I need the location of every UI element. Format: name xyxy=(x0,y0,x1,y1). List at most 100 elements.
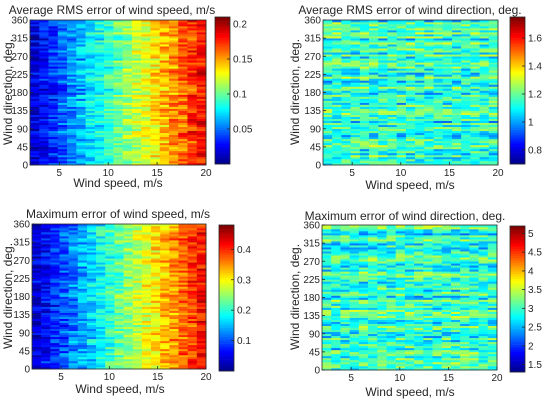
heatmap-cell xyxy=(178,286,188,289)
heatmap-cell xyxy=(114,312,124,315)
heatmap-cell xyxy=(141,46,151,49)
heatmap-cell xyxy=(68,232,79,235)
heatmap-cell xyxy=(168,98,179,101)
heatmap-cell xyxy=(57,146,68,150)
heatmap-cell xyxy=(59,304,69,307)
heatmap-cell xyxy=(461,128,471,132)
heatmap-cell xyxy=(76,148,86,152)
heatmap-cell xyxy=(322,339,332,343)
heatmap-cell xyxy=(178,40,188,43)
heatmap-cell xyxy=(387,82,397,85)
heatmap-cell xyxy=(104,124,114,128)
heatmap-cell xyxy=(387,98,397,101)
heatmap-cell xyxy=(423,357,433,361)
heatmap-cell xyxy=(470,136,480,140)
heatmap-cell xyxy=(76,52,86,55)
heatmap-cell xyxy=(85,98,96,101)
heatmap-cell xyxy=(479,154,490,158)
heatmap-cell xyxy=(123,266,134,269)
heatmap-cell xyxy=(114,284,124,287)
heatmap-cell xyxy=(178,322,188,325)
heatmap-cell xyxy=(104,156,114,160)
heatmap-cell xyxy=(350,122,361,126)
heatmap-cell xyxy=(86,284,97,287)
heatmap-cell xyxy=(470,40,480,43)
heatmap-cell xyxy=(461,158,471,162)
heatmap-cell xyxy=(86,226,97,229)
heatmap-cell xyxy=(30,152,40,156)
heatmap-cell xyxy=(131,112,142,115)
heatmap-cell xyxy=(48,98,59,101)
heatmap-cell xyxy=(39,92,49,95)
heatmap-cell xyxy=(196,292,207,295)
heatmap-cell xyxy=(114,236,124,239)
heatmap-cell xyxy=(340,351,350,355)
heatmap-cell xyxy=(414,317,424,320)
heatmap-cell xyxy=(141,328,152,332)
heatmap-cell xyxy=(378,138,388,142)
heatmap-cell xyxy=(359,126,370,130)
heatmap-cell xyxy=(368,365,378,369)
heatmap-cell xyxy=(113,20,123,23)
colorbar-segment xyxy=(510,150,525,153)
heatmap-cell xyxy=(104,84,114,87)
heatmap-cell xyxy=(178,116,188,119)
heatmap-cell xyxy=(105,242,115,245)
heatmap-cell xyxy=(323,32,333,35)
heatmap-cell xyxy=(59,350,69,354)
heatmap-cell xyxy=(67,140,77,144)
heatmap-cell xyxy=(141,312,152,315)
heatmap-cell xyxy=(451,20,462,23)
heatmap-cell xyxy=(32,318,42,321)
heatmap-cell xyxy=(387,60,397,63)
heatmap-cell xyxy=(141,234,152,237)
heatmap-cell xyxy=(387,50,397,53)
heatmap-cell xyxy=(196,142,207,146)
heatmap-cell xyxy=(151,228,161,231)
heatmap-cell xyxy=(105,278,115,281)
heatmap-cell xyxy=(350,32,361,35)
heatmap-cell xyxy=(159,90,170,93)
heatmap-cell xyxy=(323,60,333,63)
heatmap-cell xyxy=(85,96,96,99)
heatmap-cell xyxy=(105,288,115,291)
heatmap-cell xyxy=(32,238,42,241)
heatmap-cell xyxy=(57,58,68,61)
heatmap-cell xyxy=(405,150,416,154)
heatmap-cell xyxy=(395,367,406,371)
heatmap-cell xyxy=(350,138,361,142)
heatmap-cell xyxy=(67,144,77,148)
heatmap-cell xyxy=(132,228,143,231)
colorbar-segment xyxy=(219,325,234,328)
heatmap-cell xyxy=(141,360,152,364)
heatmap-cell xyxy=(424,30,434,33)
heatmap-cell xyxy=(415,24,425,27)
heatmap-cell xyxy=(57,90,68,93)
heatmap-cell xyxy=(160,346,170,350)
heatmap-cell xyxy=(386,309,396,312)
heatmap-cell xyxy=(39,58,49,61)
heatmap-cell xyxy=(160,268,170,271)
heatmap-cell xyxy=(50,244,60,247)
heatmap-cell xyxy=(39,62,49,65)
heatmap-cell xyxy=(141,136,151,140)
heatmap-cell xyxy=(68,292,79,295)
heatmap-cell xyxy=(349,313,360,316)
heatmap-cell xyxy=(332,88,342,91)
heatmap-cell xyxy=(479,84,490,87)
heatmap-cell xyxy=(415,154,425,158)
heatmap-cell xyxy=(349,355,360,359)
heatmap-cell xyxy=(114,226,124,229)
heatmap-cell xyxy=(323,114,333,117)
heatmap-cell xyxy=(323,38,333,41)
heatmap-cell xyxy=(442,130,453,134)
heatmap-cell xyxy=(187,50,198,53)
heatmap-cell xyxy=(178,64,188,67)
heatmap-cell xyxy=(187,290,198,293)
heatmap-cell xyxy=(150,160,160,164)
heatmap-cell xyxy=(141,100,151,103)
heatmap-cell xyxy=(461,62,471,65)
heatmap-cell xyxy=(160,354,170,358)
heatmap-cell xyxy=(377,339,387,343)
